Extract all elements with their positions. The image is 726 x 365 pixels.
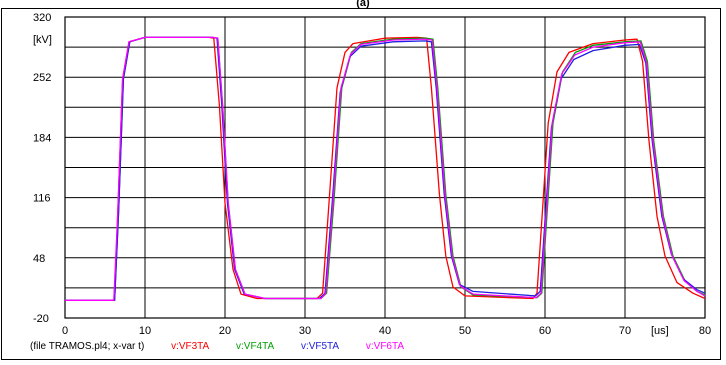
chart-frame: [1, 8, 721, 360]
y-tick-label: 320: [33, 12, 51, 24]
y-tick-label: 116: [33, 193, 51, 205]
x-tick-label: 40: [379, 325, 391, 337]
axes: [64, 16, 706, 319]
x-tick-label: 0: [62, 325, 68, 337]
y-axis-unit: [kV]: [33, 34, 52, 46]
plot-area-border: [64, 16, 706, 319]
grid-lines: [65, 17, 705, 318]
legend-file-info: (file TRAMOS.pl4; x-var t): [30, 341, 145, 352]
legend: (file TRAMOS.pl4; x-var t) v:VF3TA v:VF4…: [30, 341, 428, 352]
series-line-vvf6ta: [65, 36, 706, 301]
y-tick-label: 48: [33, 253, 45, 265]
x-tick-label: 70: [619, 325, 631, 337]
chart-title: (a): [356, 0, 370, 9]
x-tick-label: 20: [219, 325, 231, 337]
y-tick-label: 184: [33, 132, 51, 144]
x-tick-label: 80: [699, 325, 711, 337]
x-tick-label: 60: [539, 325, 551, 337]
x-axis-unit: [us]: [651, 325, 669, 337]
x-tick-label: 30: [299, 325, 311, 337]
x-tick-label: 10: [139, 325, 151, 337]
legend-item-vf6ta: v:VF6TA: [365, 341, 405, 352]
legend-item-vf4ta: v:VF4TA: [236, 341, 275, 352]
y-tick-label: -20: [33, 313, 49, 325]
y-tick-label: 252: [33, 72, 51, 84]
tick-labels: 0 10 20 30 40 50 60 70 80 320 252 184 116 48 -20: [33, 12, 711, 337]
legend-item-vf5ta: v:VF5TA: [300, 341, 340, 352]
series-lines: [65, 36, 706, 301]
x-tick-label: 50: [459, 325, 471, 337]
legend-item-vf3ta: v:VF3TA: [171, 341, 210, 352]
